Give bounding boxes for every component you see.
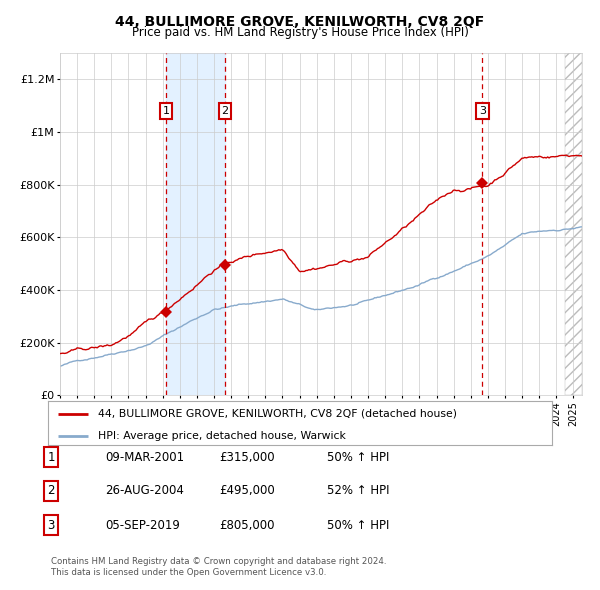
Text: 50% ↑ HPI: 50% ↑ HPI bbox=[327, 451, 389, 464]
Text: 2: 2 bbox=[47, 484, 55, 497]
Text: This data is licensed under the Open Government Licence v3.0.: This data is licensed under the Open Gov… bbox=[51, 568, 326, 577]
Text: 44, BULLIMORE GROVE, KENILWORTH, CV8 2QF (detached house): 44, BULLIMORE GROVE, KENILWORTH, CV8 2QF… bbox=[98, 409, 457, 418]
Text: £495,000: £495,000 bbox=[219, 484, 275, 497]
Text: £315,000: £315,000 bbox=[219, 451, 275, 464]
Text: £805,000: £805,000 bbox=[219, 519, 275, 532]
Bar bbox=[166, 53, 225, 395]
Bar bbox=[565, 53, 582, 395]
Text: 2: 2 bbox=[221, 106, 229, 116]
Text: 1: 1 bbox=[47, 451, 55, 464]
Text: 52% ↑ HPI: 52% ↑ HPI bbox=[327, 484, 389, 497]
Text: 09-MAR-2001: 09-MAR-2001 bbox=[105, 451, 184, 464]
Text: 50% ↑ HPI: 50% ↑ HPI bbox=[327, 519, 389, 532]
Text: 3: 3 bbox=[47, 519, 55, 532]
Text: Contains HM Land Registry data © Crown copyright and database right 2024.: Contains HM Land Registry data © Crown c… bbox=[51, 558, 386, 566]
Text: 26-AUG-2004: 26-AUG-2004 bbox=[105, 484, 184, 497]
Text: 3: 3 bbox=[479, 106, 486, 116]
Text: Price paid vs. HM Land Registry's House Price Index (HPI): Price paid vs. HM Land Registry's House … bbox=[131, 26, 469, 39]
Text: 1: 1 bbox=[163, 106, 169, 116]
Text: 44, BULLIMORE GROVE, KENILWORTH, CV8 2QF: 44, BULLIMORE GROVE, KENILWORTH, CV8 2QF bbox=[115, 15, 485, 29]
Text: HPI: Average price, detached house, Warwick: HPI: Average price, detached house, Warw… bbox=[98, 431, 346, 441]
Text: 05-SEP-2019: 05-SEP-2019 bbox=[105, 519, 180, 532]
